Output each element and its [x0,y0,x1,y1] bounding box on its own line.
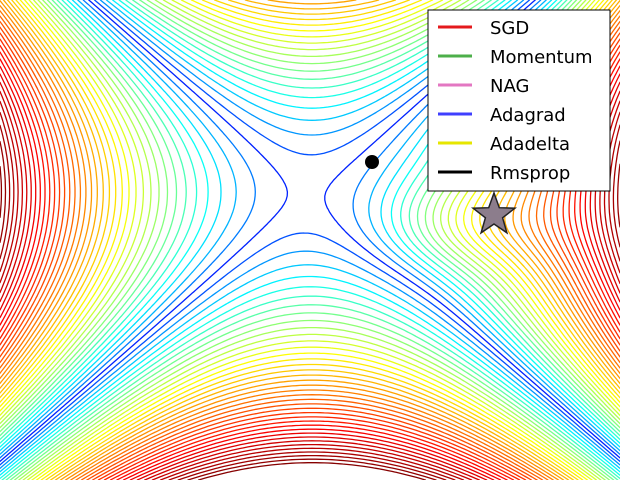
start-point-marker [365,155,379,169]
contour-line-4 [0,100,620,284]
contour-line-2 [0,124,620,260]
contour-line-77 [197,462,427,480]
legend-label-0: SGD [490,18,529,39]
contour-line-0 [0,165,3,219]
contour-line-71 [144,440,480,480]
contour-line-68 [122,428,502,480]
contour-line-48 [18,0,606,480]
contour-line-46 [9,0,615,480]
contour-line-50 [26,0,598,480]
contour-line-51 [31,0,593,480]
contour-line-5 [0,90,620,294]
contour-line-47 [13,0,611,480]
contour-line-67 [116,424,508,480]
contour-line-55 [49,0,575,480]
contour-line-70 [136,436,488,480]
contour-line-49 [22,0,602,480]
contour-line-53 [40,0,584,480]
contour-line-52 [35,0,589,480]
legend: SGD Momentum NAG Adagrad Adadelta Rmsprop [427,9,611,192]
contour-line-63 [91,407,533,480]
contour-line-38 [0,0,620,463]
contour-line-65 [103,416,521,480]
contour-line-61 [80,398,544,480]
contour-line-72 [151,443,473,480]
contour-line-57 [59,0,565,480]
legend-label-2: NAG [490,76,529,97]
contour-line-75 [177,454,447,480]
legend-box [427,9,611,192]
contour-line-73 [159,447,465,480]
contour-line-66 [109,420,515,480]
contour-line-60 [75,394,549,480]
contour-line-45 [5,0,619,480]
point-markers [365,155,517,235]
minimum-star-marker [471,190,517,235]
contour-line-58 [64,384,560,480]
contour-line-76 [187,458,437,480]
legend-label-1: Momentum [490,47,593,68]
contour-line-74 [168,451,456,480]
legend-label-5: Rmsprop [490,163,570,184]
contour-line-69 [129,432,495,480]
contour-line-54 [45,0,579,480]
contour-line-40 [0,0,620,469]
legend-label-3: Adagrad [490,105,566,126]
contour-line-64 [97,411,527,480]
legend-label-4: Adadelta [490,134,570,155]
contour-line-59 [70,389,554,480]
contour-line-56 [54,0,570,480]
contour-line-62 [86,403,538,480]
